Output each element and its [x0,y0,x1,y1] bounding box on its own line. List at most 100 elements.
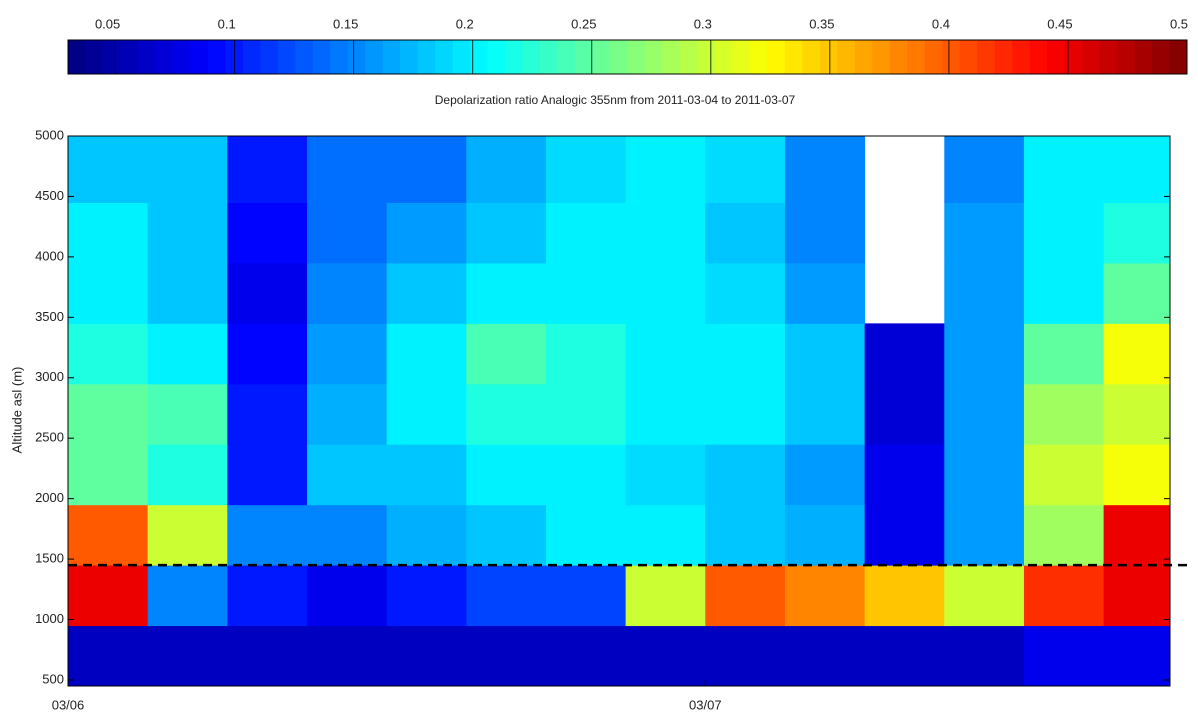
heatmap-cell [545,136,627,203]
heatmap-cell [147,262,228,324]
heatmap-cell [944,444,1025,506]
heatmap-cell [147,444,228,506]
colorbar-swatch [102,40,121,74]
colorbar-swatch [679,40,698,74]
heatmap-cell [466,323,547,385]
heatmap-cell [147,625,228,687]
colorbar-swatch [575,40,594,74]
heatmap-cell [864,565,945,627]
heatmap-cell [625,504,706,566]
colorbar-tick-label: 0.4 [932,16,950,31]
colorbar-swatch [137,40,156,74]
colorbar-swatch [452,40,471,74]
heatmap-cell [784,202,866,264]
colorbar-swatch [1169,40,1188,74]
heatmap-cell [864,444,945,506]
colorbar-swatch [260,40,279,74]
heatmap-cell [306,323,388,385]
heatmap-cell [944,383,1025,445]
colorbar-swatch [1047,40,1066,74]
heatmap-cell [227,444,308,506]
heatmap-cell [1023,504,1105,566]
y-tick-label: 1000 [35,611,64,626]
heatmap-cell [68,202,149,264]
heatmap-cell [944,625,1025,687]
colorbar-swatch [749,40,768,74]
heatmap-cell [466,262,547,324]
colorbar-swatch [155,40,174,74]
heatmap-cell [306,565,388,627]
heatmap-cell [944,323,1025,385]
heatmap-cell [68,383,149,445]
heatmap-cell [306,383,388,445]
colorbar-swatch [994,40,1013,74]
heatmap-cell [864,383,945,445]
heatmap-cell [466,383,547,445]
heatmap-cell [545,444,627,506]
heatmap-cell [306,444,388,506]
heatmap-cell [386,323,467,385]
heatmap-cell [784,383,866,445]
colorbar-tick-label: 0.15 [333,16,358,31]
colorbar-tick-label: 0.5 [1170,16,1188,31]
heatmap-cell [466,504,547,566]
heatmap-cell [705,504,786,566]
colorbar-swatch [714,40,733,74]
heatmap-cell [784,625,866,687]
heatmap-cell [386,625,467,687]
colorbar-swatch [1029,40,1048,74]
heatmap-cell [1103,565,1171,627]
heatmap-cell [147,565,228,627]
colorbar-tick-label: 0.35 [809,16,834,31]
heatmap-cell [545,383,627,445]
heatmap-cell [386,504,467,566]
heatmap-cell [227,136,308,203]
colorbar-swatch [784,40,803,74]
colorbar-swatch [1117,40,1136,74]
x-tick-label: 03/06 [52,697,85,712]
heatmap-cell [784,504,866,566]
heatmap-cell [944,136,1025,203]
heatmap-cell [1023,262,1105,324]
heatmap-cell [1103,625,1171,687]
colorbar-tick-label: 0.45 [1047,16,1072,31]
heatmap-cell [227,323,308,385]
plot-frame [67,135,1171,687]
y-tick-label: 2500 [35,430,64,445]
heatmap-cell [1023,323,1105,385]
heatmap-cell [944,262,1025,324]
colorbar-swatch [942,40,961,74]
heatmap-cell [306,504,388,566]
heatmap-cell [68,444,149,506]
heatmap-cell [386,202,467,264]
heatmap-cell [545,323,627,385]
colorbar-swatch [435,40,454,74]
heatmap-cell [784,565,866,627]
y-tick-label: 3000 [35,369,64,384]
heatmap-cell [1023,565,1105,627]
colorbar-swatch [540,40,559,74]
heatmap-cell [227,625,308,687]
heatmap-cell [147,383,228,445]
y-axis-label: Altitude asl (m) [9,367,24,454]
colorbar-swatch [295,40,314,74]
colorbar-swatch [1064,40,1083,74]
heatmap-cell [545,625,627,687]
colorbar-swatch [889,40,908,74]
colorbar-swatch [1152,40,1171,74]
colorbar-swatch [207,40,226,74]
heatmap-cell [1023,202,1105,264]
heatmap-cell [227,262,308,324]
colorbar-swatch [417,40,436,74]
y-tick-label: 5000 [35,127,64,142]
x-tick-label: 03/07 [689,697,722,712]
heatmap-cell [705,383,786,445]
heatmap-cell [625,444,706,506]
heatmap-cell [625,383,706,445]
colorbar-tick-label: 0.05 [95,16,120,31]
colorbar-swatch [662,40,681,74]
colorbar-swatch [277,40,296,74]
colorbar-swatch [470,40,489,74]
heatmap-cell [944,202,1025,264]
